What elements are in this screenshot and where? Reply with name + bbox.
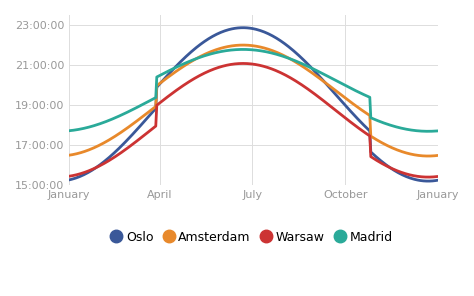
Amsterdam [425,154,430,158]
Warsaw [213,67,219,70]
Madrid [419,129,424,133]
Oslo [66,178,72,182]
Warsaw [425,175,430,179]
Warsaw [383,164,389,168]
Oslo [435,178,441,182]
Amsterdam [240,43,246,47]
Warsaw [144,131,149,135]
Madrid [144,101,149,104]
Warsaw [419,175,424,178]
Madrid [66,129,72,133]
Madrid [383,122,389,126]
Warsaw [240,62,246,65]
Madrid [425,130,430,133]
Amsterdam [215,47,220,51]
Amsterdam [435,154,441,157]
Amsterdam [66,154,72,157]
Madrid [213,51,219,54]
Warsaw [66,175,72,178]
Oslo [419,179,424,182]
Oslo [425,179,430,183]
Oslo [383,163,389,167]
Oslo [215,32,220,36]
Amsterdam [167,74,173,78]
Madrid [215,50,220,54]
Oslo [240,26,246,30]
Amsterdam [213,48,219,52]
Madrid [435,129,441,133]
Madrid [167,68,173,72]
Amsterdam [144,112,149,115]
Warsaw [435,175,441,178]
Oslo [213,33,219,36]
Madrid [240,48,246,51]
Line: Amsterdam: Amsterdam [69,45,438,156]
Oslo [144,117,149,120]
Oslo [167,71,173,75]
Amsterdam [419,154,424,157]
Line: Madrid: Madrid [69,49,438,131]
Amsterdam [383,143,389,147]
Line: Warsaw: Warsaw [69,63,438,177]
Warsaw [215,66,220,70]
Legend: Oslo, Amsterdam, Warsaw, Madrid: Oslo, Amsterdam, Warsaw, Madrid [109,226,398,249]
Line: Oslo: Oslo [69,28,438,181]
Warsaw [167,93,173,97]
